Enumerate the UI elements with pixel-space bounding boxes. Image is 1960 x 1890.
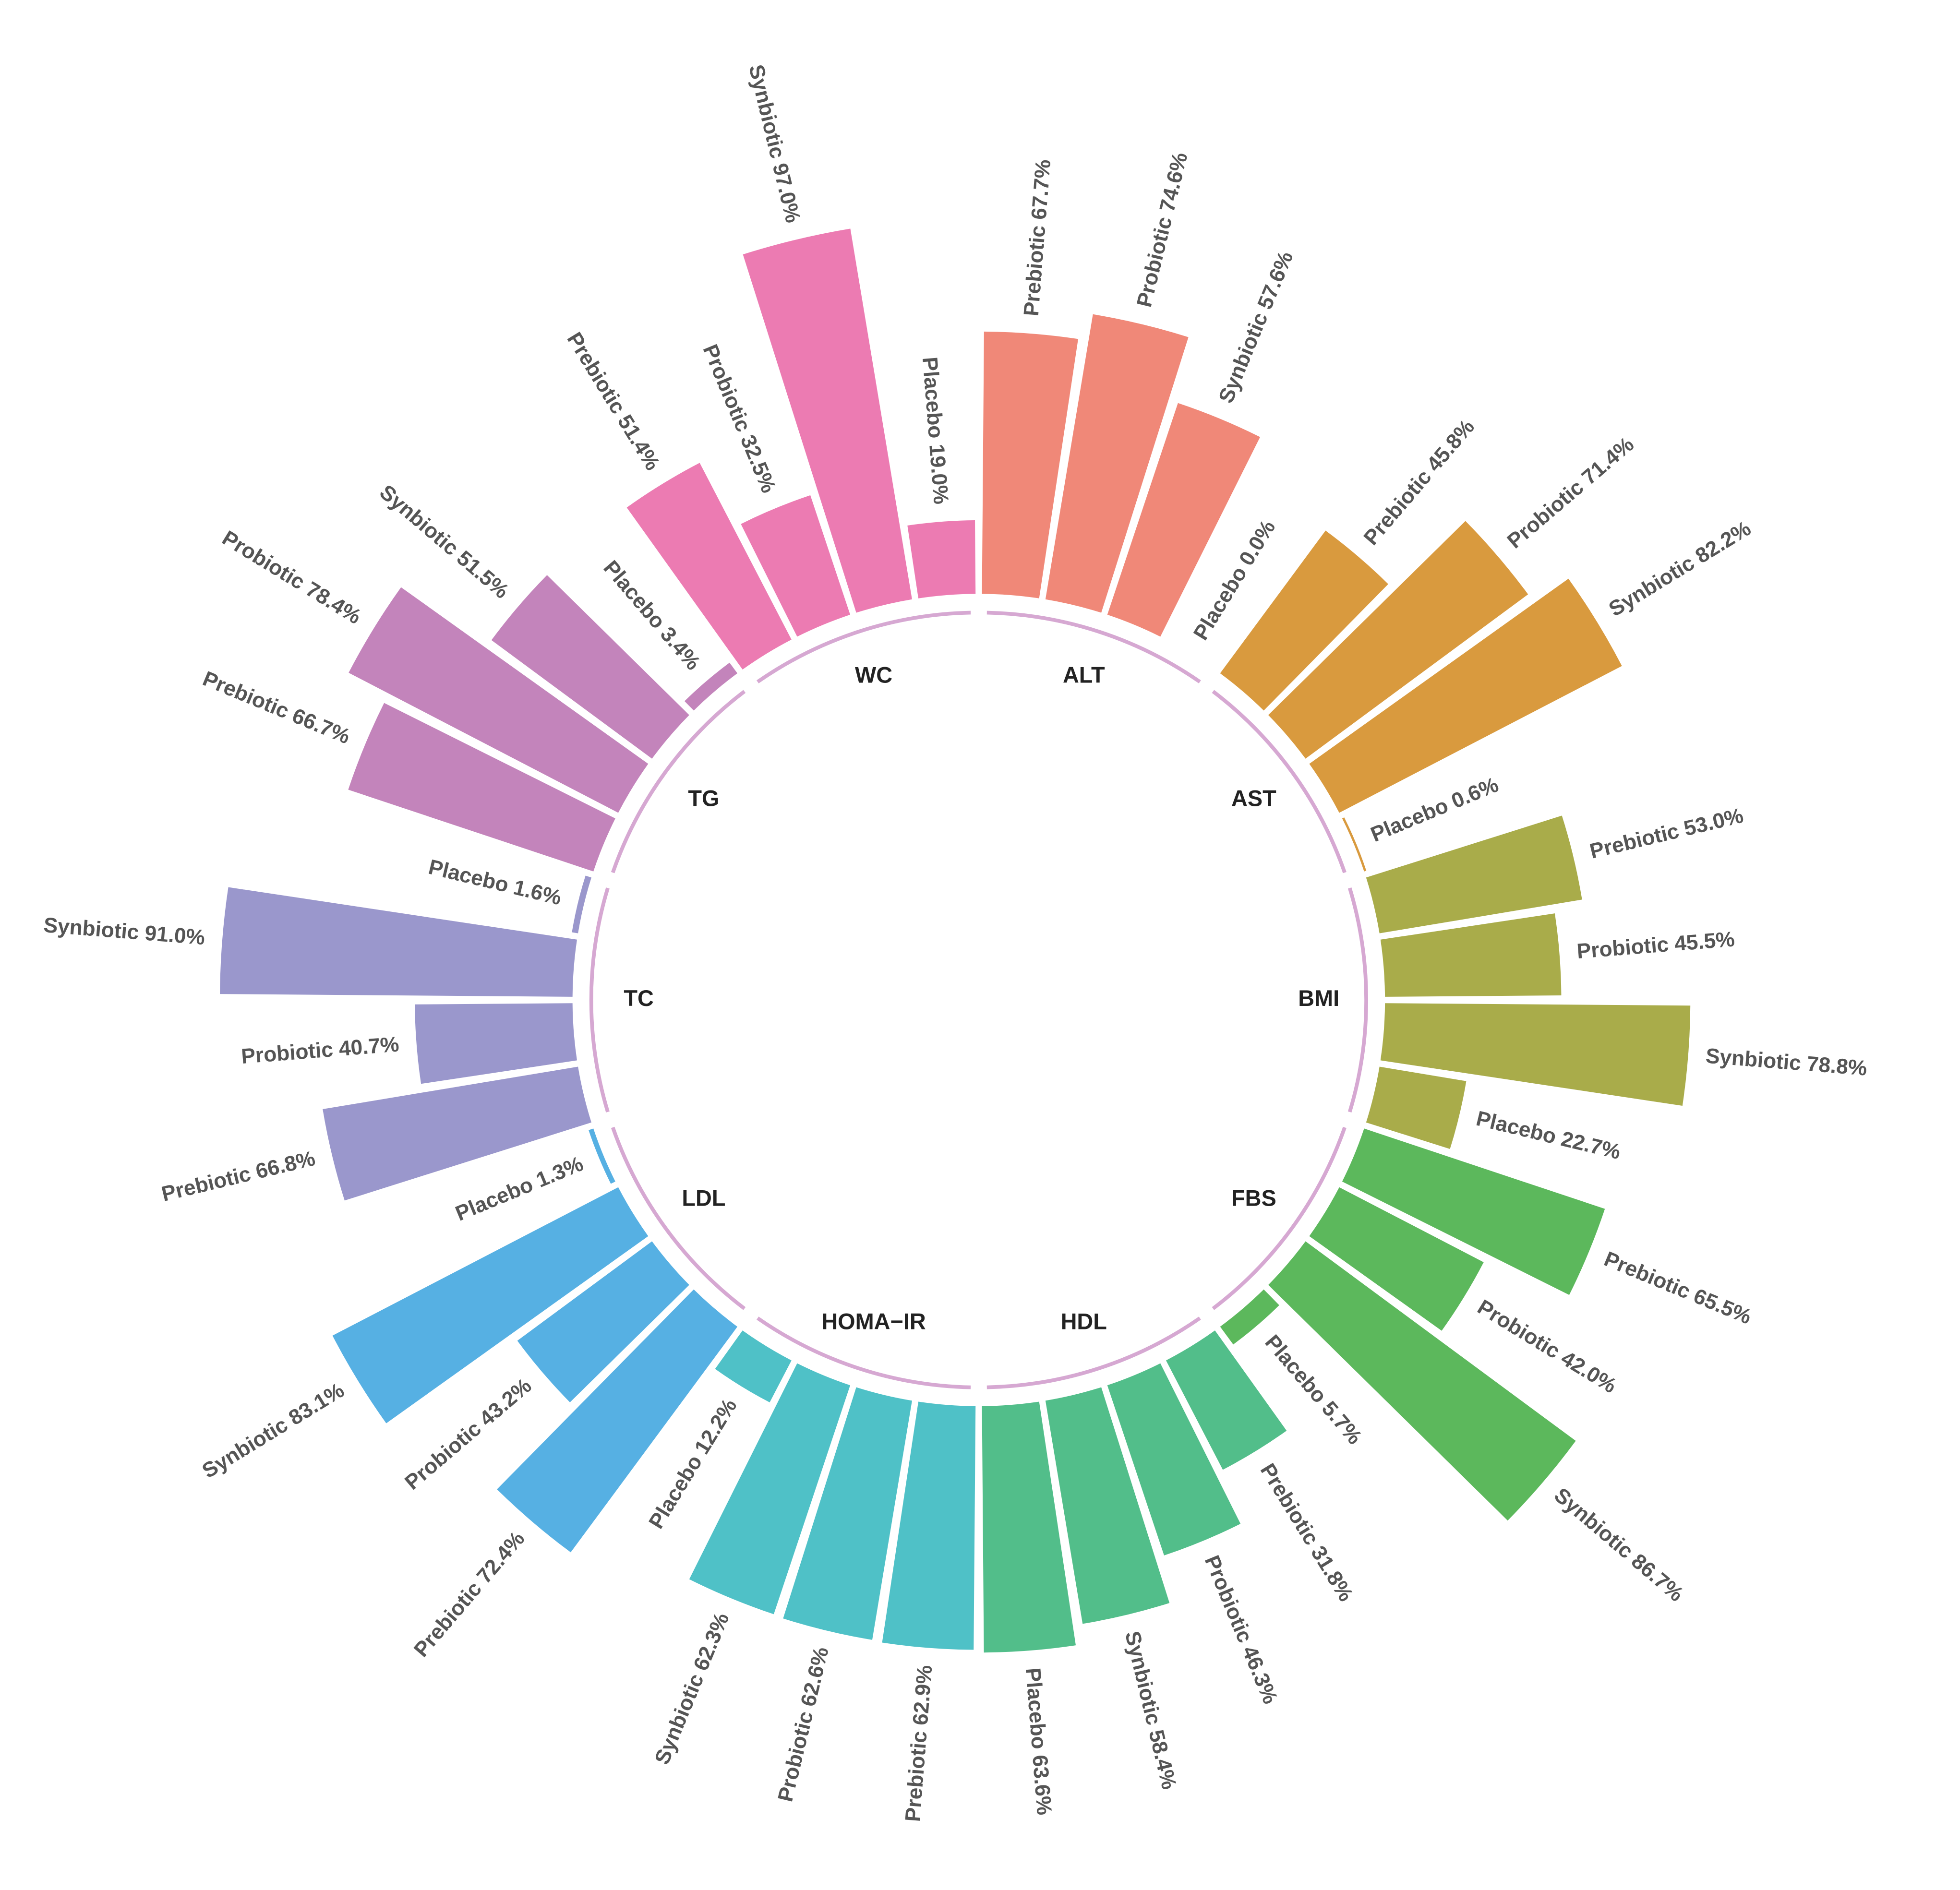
bar xyxy=(589,1128,615,1184)
bar xyxy=(1268,1241,1576,1521)
group-arc xyxy=(756,1316,971,1389)
bar xyxy=(1220,1289,1279,1345)
value-label: Probiotic 62.6% xyxy=(773,1645,833,1804)
bar xyxy=(415,1003,577,1084)
value-label: Probiotic 71.4% xyxy=(1503,432,1638,553)
bar xyxy=(349,587,649,813)
bar xyxy=(684,662,738,711)
bar xyxy=(982,331,1078,598)
bar xyxy=(1366,1066,1467,1149)
group-label: FBS xyxy=(1231,1185,1276,1210)
value-label: Probiotic 45.5% xyxy=(1576,927,1735,963)
value-label: Prebiotic 66.7% xyxy=(199,667,353,748)
value-label: Probiotic 78.4% xyxy=(218,526,365,629)
bar xyxy=(323,1066,592,1201)
value-label: Prebiotic 65.5% xyxy=(1601,1247,1755,1328)
group-label: TG xyxy=(688,786,719,811)
bar xyxy=(1107,403,1260,637)
bar xyxy=(882,1401,976,1650)
value-label: Prebiotic 51.4% xyxy=(562,328,664,475)
value-label: Synbiotic 57.6% xyxy=(1214,248,1298,407)
bar xyxy=(1380,913,1562,997)
bar xyxy=(1342,1128,1605,1295)
value-label: Synbiotic 58.4% xyxy=(1120,1629,1181,1792)
value-label: Placebo 1.6% xyxy=(426,855,564,910)
bar xyxy=(1380,1003,1691,1106)
value-label: Prebiotic 62.9% xyxy=(901,1664,937,1823)
group-label: BMI xyxy=(1298,986,1339,1011)
value-label: Synbiotic 82.2% xyxy=(1605,516,1755,621)
group-arc xyxy=(1212,1126,1347,1310)
group-arc xyxy=(589,887,610,1113)
group-arc xyxy=(611,690,746,873)
group-label: ALT xyxy=(1063,662,1105,687)
bar xyxy=(491,575,689,759)
value-label: Synbiotic 62.3% xyxy=(650,1609,733,1768)
bar xyxy=(689,1363,851,1615)
group-label: LDL xyxy=(682,1185,725,1210)
value-label: Placebo 63.6% xyxy=(1021,1667,1056,1816)
bar xyxy=(517,1241,689,1402)
value-label: Placebo 22.7% xyxy=(1474,1107,1623,1164)
bar xyxy=(1268,521,1528,759)
value-label: Synbiotic 91.0% xyxy=(43,913,206,949)
bar xyxy=(743,228,912,613)
bar xyxy=(497,1289,738,1553)
value-label: Synbiotic 97.0% xyxy=(744,62,805,225)
bar xyxy=(715,1330,792,1402)
bar xyxy=(348,703,615,872)
group-label: WC xyxy=(855,662,892,687)
value-label: Prebiotic 31.8% xyxy=(1256,1459,1358,1606)
value-label: Placebo 19.0% xyxy=(918,356,953,505)
value-label: Prebiotic 66.8% xyxy=(159,1147,318,1206)
group-label: TC xyxy=(624,986,653,1011)
value-label: Prebiotic 72.4% xyxy=(409,1527,529,1662)
group-arc xyxy=(986,1316,1201,1389)
group-arc xyxy=(986,610,1201,683)
bar xyxy=(1342,817,1367,872)
bar xyxy=(1366,815,1582,933)
group-label: AST xyxy=(1231,786,1276,811)
value-label: Probiotic 74.6% xyxy=(1132,150,1192,310)
bar xyxy=(982,1401,1076,1653)
bar xyxy=(220,887,577,997)
bar xyxy=(1220,530,1388,711)
group-arc xyxy=(611,1126,746,1310)
bar xyxy=(626,463,792,670)
value-label: Prebiotic 67.7% xyxy=(1020,159,1056,317)
bar xyxy=(1309,578,1622,813)
bar xyxy=(741,495,851,637)
group-arc xyxy=(1347,887,1369,1113)
value-label: Synbiotic 83.1% xyxy=(198,1378,349,1483)
bar xyxy=(572,875,592,933)
bar xyxy=(1045,314,1189,613)
value-label: Probiotic 40.7% xyxy=(240,1032,400,1068)
value-label: Prebiotic 53.0% xyxy=(1587,804,1746,863)
bar xyxy=(1309,1187,1484,1331)
value-label: Synbiotic 78.8% xyxy=(1705,1044,1868,1080)
group-arc xyxy=(756,610,971,683)
bar xyxy=(1166,1330,1287,1470)
group-arc xyxy=(1212,690,1347,873)
bar xyxy=(332,1187,649,1423)
group-label: HDL xyxy=(1061,1309,1107,1334)
bar xyxy=(1107,1363,1241,1555)
value-label: Probiotic 32.5% xyxy=(698,341,781,496)
bar xyxy=(1045,1387,1170,1624)
bar xyxy=(783,1387,912,1640)
value-label: Synbiotic 86.7% xyxy=(1550,1483,1688,1606)
group-label: HOMA−IR xyxy=(821,1309,926,1334)
value-label: Probiotic 46.3% xyxy=(1200,1552,1282,1707)
value-label: Synbiotic 51.5% xyxy=(375,480,513,603)
bar xyxy=(907,520,976,598)
